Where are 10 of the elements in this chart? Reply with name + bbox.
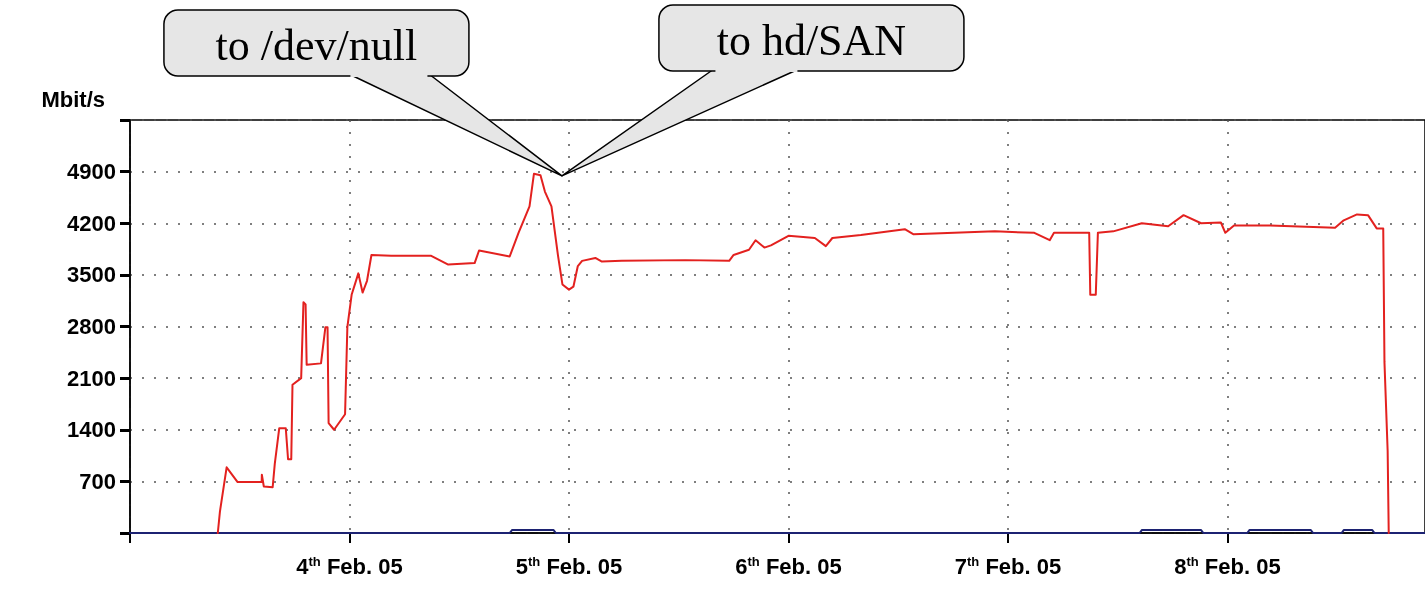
y-tick-label: 2800 (67, 314, 116, 339)
y-tick-label: 2100 (67, 365, 116, 391)
y-tick-label: 1400 (67, 417, 116, 443)
text: to /dev/null (215, 20, 418, 70)
y-tick-label: 4900 (67, 159, 116, 185)
text: to hd/SAN (716, 15, 907, 65)
y-tick-label: 4200 (67, 210, 116, 236)
y-tick-label: 3500 (67, 262, 116, 288)
y-tick-label: 700 (79, 468, 116, 494)
y-axis-title: Mbit/s (41, 86, 105, 112)
